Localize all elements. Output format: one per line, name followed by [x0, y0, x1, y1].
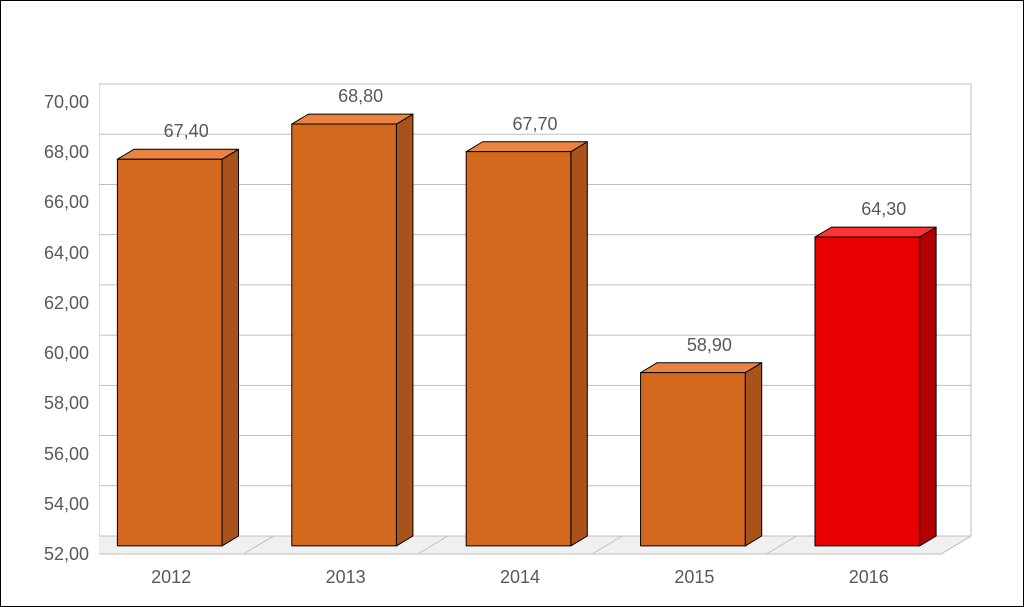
x-category-label: 2016 [849, 567, 889, 588]
y-tick-label: 58,00 [19, 393, 89, 414]
chart-frame: 52,00 54,00 56,00 58,00 60,00 62,00 64,00 66,00… [0, 0, 1024, 607]
y-tick-label: 62,00 [19, 293, 89, 314]
y-tick-label: 60,00 [19, 343, 89, 364]
y-tick-label: 52,00 [19, 544, 89, 565]
bar-value-label: 68,80 [338, 86, 383, 107]
x-category-label: 2013 [326, 567, 366, 588]
y-tick-label: 68,00 [19, 142, 89, 163]
bar-value-label: 64,30 [861, 199, 906, 220]
y-tick-label: 66,00 [19, 192, 89, 213]
y-tick-label: 54,00 [19, 494, 89, 515]
bar-value-label: 58,90 [687, 335, 732, 356]
chart-marks [99, 29, 1005, 558]
bar-value-label: 67,70 [512, 114, 557, 135]
x-category-label: 2014 [500, 567, 540, 588]
y-tick-label: 70,00 [19, 92, 89, 113]
chart-area: 52,00 54,00 56,00 58,00 60,00 62,00 64,00 66,00… [19, 19, 1005, 588]
x-category-label: 2012 [151, 567, 191, 588]
bar-value-label: 67,40 [164, 121, 209, 142]
y-tick-label: 56,00 [19, 444, 89, 465]
x-category-label: 2015 [674, 567, 714, 588]
y-tick-label: 64,00 [19, 243, 89, 264]
